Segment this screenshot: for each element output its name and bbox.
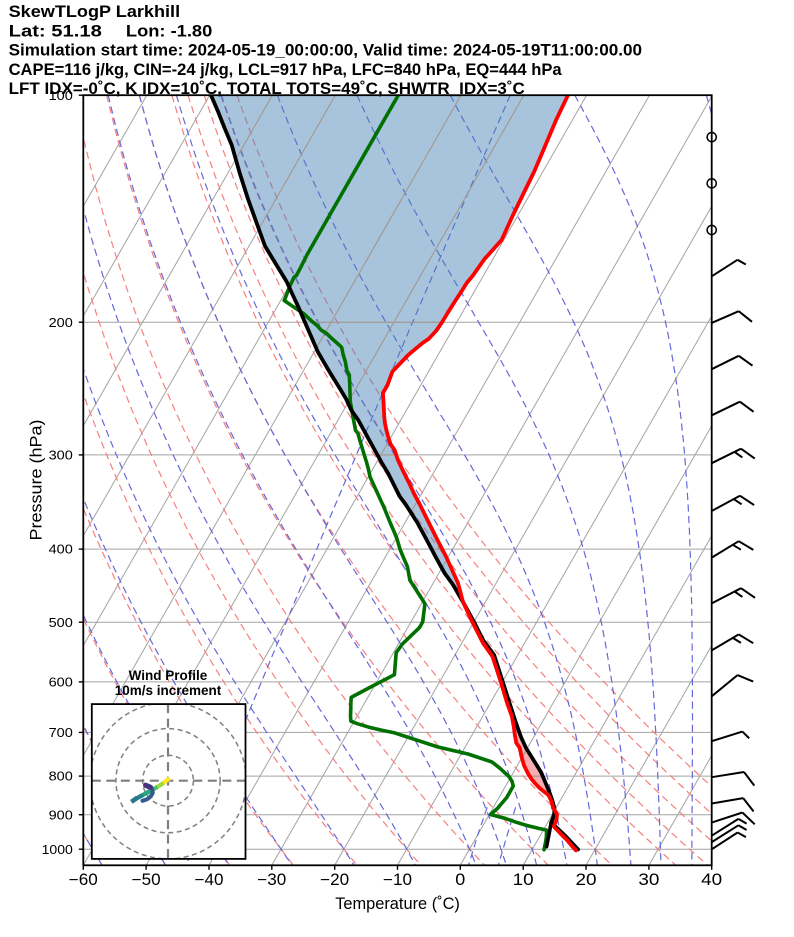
svg-text:−60: −60 (69, 871, 98, 889)
svg-text:400: 400 (49, 542, 73, 557)
svg-text:900: 900 (49, 807, 73, 822)
svg-text:100: 100 (49, 88, 73, 103)
svg-text:30: 30 (638, 871, 659, 889)
svg-text:−50: −50 (132, 871, 161, 889)
svg-text:10: 10 (513, 871, 534, 889)
svg-text:Lat: 51.18: Lat: 51.18 (9, 21, 102, 40)
svg-text:20: 20 (576, 871, 597, 889)
svg-text:Temperature (˚C): Temperature (˚C) (335, 895, 460, 913)
svg-text:−20: −20 (320, 871, 349, 889)
svg-text:800: 800 (49, 769, 73, 784)
svg-text:LFT IDX=-0˚C, K IDX=10˚C, TOTA: LFT IDX=-0˚C, K IDX=10˚C, TOTAL TOTS=49˚… (9, 79, 525, 98)
svg-text:10m/s increment: 10m/s increment (115, 683, 222, 698)
svg-text:Lon: -1.80: Lon: -1.80 (126, 21, 212, 40)
svg-text:1000: 1000 (42, 842, 73, 857)
svg-text:700: 700 (49, 725, 73, 740)
svg-text:Pressure (hPa): Pressure (hPa) (28, 420, 46, 541)
svg-text:−30: −30 (257, 871, 286, 889)
svg-text:500: 500 (49, 615, 73, 630)
svg-text:Wind Profile: Wind Profile (129, 668, 208, 683)
svg-text:CAPE=116 j/kg, CIN=-24 j/kg, L: CAPE=116 j/kg, CIN=-24 j/kg, LCL=917 hPa… (9, 60, 563, 79)
svg-text:−40: −40 (195, 871, 224, 889)
svg-text:SkewTLogP Larkhill: SkewTLogP Larkhill (9, 2, 181, 21)
svg-text:40: 40 (701, 871, 722, 889)
svg-text:−10: −10 (383, 871, 412, 889)
svg-text:200: 200 (49, 315, 73, 330)
svg-text:300: 300 (49, 448, 73, 463)
svg-text:0: 0 (455, 871, 465, 889)
svg-text:600: 600 (49, 675, 73, 690)
svg-text:Simulation start time: 2024-05: Simulation start time: 2024-05-19_00:00:… (9, 41, 642, 60)
